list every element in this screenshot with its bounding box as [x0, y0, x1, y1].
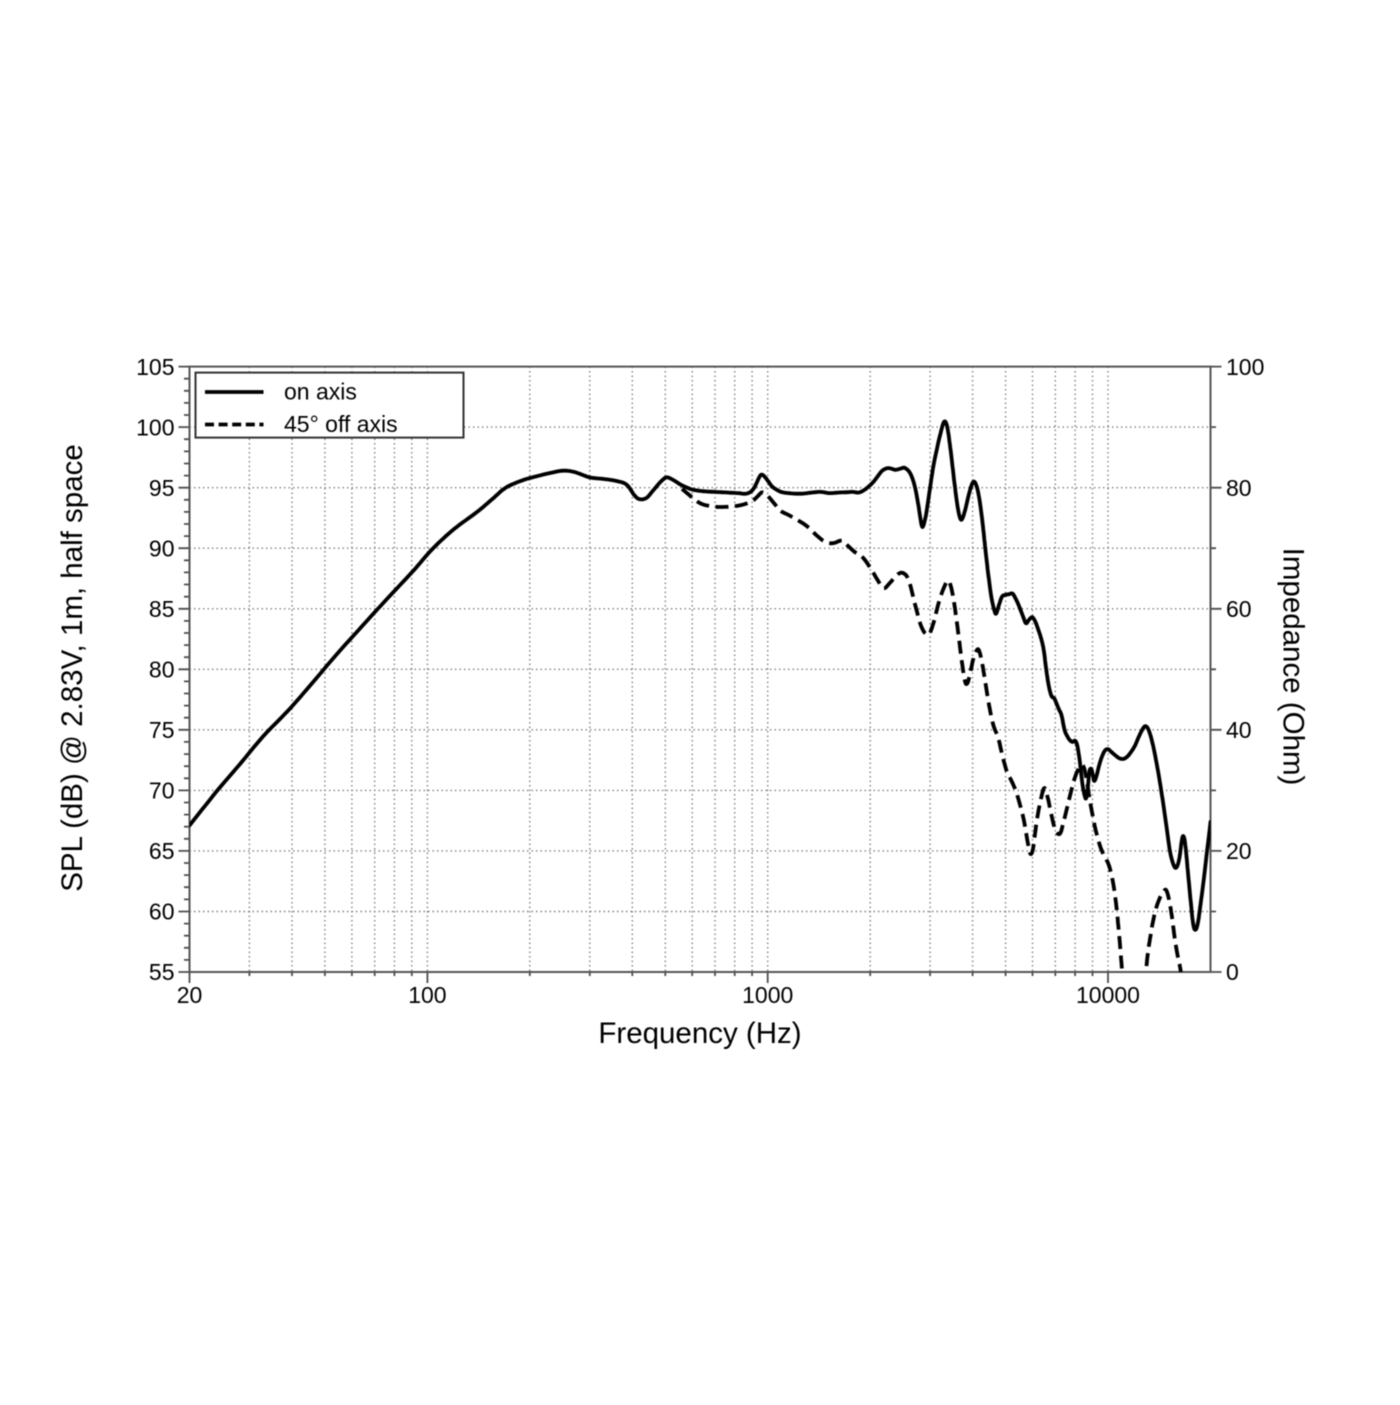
svg-text:75: 75 [149, 717, 175, 743]
svg-text:65: 65 [149, 838, 175, 864]
svg-text:60: 60 [1226, 596, 1252, 622]
svg-text:100: 100 [1226, 354, 1264, 380]
svg-text:95: 95 [149, 475, 175, 501]
svg-text:on axis: on axis [284, 379, 357, 405]
svg-text:80: 80 [149, 657, 175, 683]
svg-text:10000: 10000 [1076, 982, 1140, 1008]
svg-text:70: 70 [149, 778, 175, 804]
svg-text:100: 100 [136, 414, 174, 440]
svg-text:55: 55 [149, 959, 175, 985]
svg-text:20: 20 [177, 982, 203, 1008]
svg-text:80: 80 [1226, 475, 1252, 501]
svg-text:100: 100 [408, 982, 446, 1008]
svg-text:60: 60 [149, 899, 175, 925]
svg-text:SPL (dB) @ 2.83V, 1m, half spa: SPL (dB) @ 2.83V, 1m, half space [56, 444, 89, 892]
svg-text:Frequency (Hz): Frequency (Hz) [598, 1017, 801, 1050]
svg-text:85: 85 [149, 596, 175, 622]
svg-text:0: 0 [1226, 959, 1239, 985]
svg-text:1000: 1000 [742, 982, 793, 1008]
svg-text:Impedance (Ohm): Impedance (Ohm) [1277, 548, 1310, 786]
svg-text:20: 20 [1226, 838, 1252, 864]
svg-text:45° off axis: 45° off axis [284, 411, 398, 437]
svg-text:90: 90 [149, 535, 175, 561]
svg-text:40: 40 [1226, 717, 1252, 743]
svg-text:105: 105 [136, 354, 174, 380]
